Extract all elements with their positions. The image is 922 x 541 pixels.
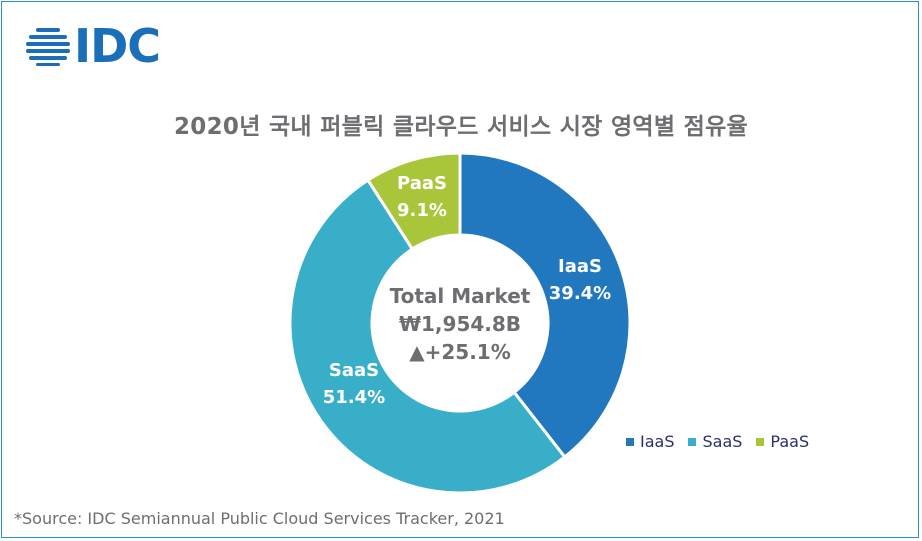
idc-globe-icon: [26, 28, 70, 66]
legend-label-iaas: IaaS: [640, 432, 675, 451]
legend: IaaS SaaS PaaS: [626, 432, 809, 451]
legend-swatch-saas: [688, 437, 697, 446]
idc-logo: IDC: [26, 19, 161, 73]
legend-item-iaas: IaaS: [626, 432, 674, 451]
legend-swatch-iaas: [626, 437, 634, 446]
slice-paas: [365, 151, 462, 252]
source-note: *Source: IDC Semiannual Public Cloud Ser…: [14, 509, 505, 528]
chart-title: 2020년 국내 퍼블릭 클라우드 서비스 시장 영역별 점유율: [173, 114, 749, 140]
center-label-title: Total Market: [390, 284, 531, 308]
slice-label-paas: PaaS: [397, 173, 447, 194]
slice-label-saas: SaaS: [329, 360, 379, 381]
legend-label-saas: SaaS: [702, 432, 743, 451]
center-label-growth: ▲+25.1%: [409, 340, 511, 364]
legend-swatch-paas: [756, 437, 765, 446]
logo-text: IDC: [74, 19, 161, 73]
slice-saas: [288, 178, 567, 495]
slice-value-iaas: 39.4%: [549, 283, 611, 304]
legend-label-paas: PaaS: [770, 432, 810, 451]
slice-value-paas: 9.1%: [397, 200, 447, 221]
slice-label-iaas: IaaS: [558, 256, 602, 277]
slice-iaas: [458, 151, 632, 460]
legend-item-paas: PaaS: [756, 432, 809, 451]
center-label-total: ₩1,954.8B: [399, 312, 521, 336]
legend-item-saas: SaaS: [688, 432, 742, 451]
slice-value-saas: 51.4%: [323, 387, 385, 408]
